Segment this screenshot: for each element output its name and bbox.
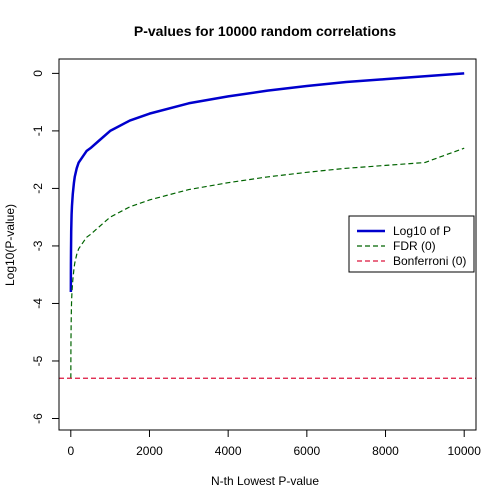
y-tick-label: -4 (31, 298, 45, 309)
y-tick-label: 0 (31, 70, 45, 77)
legend-label: FDR (0) (393, 239, 436, 253)
chart-title: P-values for 10000 random correlations (134, 23, 396, 39)
legend-label: Bonferroni (0) (393, 254, 466, 268)
x-tick-label: 10000 (448, 444, 482, 458)
x-axis-label: N-th Lowest P-value (211, 474, 319, 488)
series-layer (59, 72, 476, 379)
x-tick-label: 2000 (136, 444, 163, 458)
y-axis-label: Log10(P-value) (3, 204, 17, 286)
y-tick-label: -2 (31, 183, 45, 194)
y-tick-label: -1 (31, 125, 45, 136)
legend-label: Log10 of P (393, 224, 451, 238)
y-tick-label: -5 (31, 355, 45, 366)
series-line-2 (70, 147, 465, 379)
x-tick-label: 4000 (215, 444, 242, 458)
y-tick-label: -3 (31, 240, 45, 251)
x-tick-label: 6000 (293, 444, 320, 458)
series-line-1 (69, 72, 465, 292)
x-tick-label: 8000 (372, 444, 399, 458)
legend-box (348, 215, 475, 273)
y-tick-label: -6 (31, 413, 45, 424)
x-tick-label: 0 (67, 444, 74, 458)
x-axis: 0 2000 4000 6000 8000 10000 (67, 429, 482, 458)
y-axis: 0 -1 -2 -3 -4 -5 -6 (31, 70, 60, 424)
